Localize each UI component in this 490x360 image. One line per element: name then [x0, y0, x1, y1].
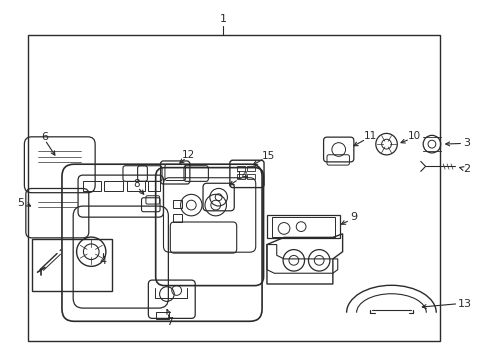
Bar: [272, 217, 335, 237]
Bar: [32, 239, 112, 291]
Bar: [156, 312, 170, 319]
Text: 10: 10: [408, 131, 421, 141]
Text: 6: 6: [41, 132, 49, 142]
Text: 12: 12: [182, 150, 196, 160]
Text: 9: 9: [350, 212, 357, 222]
Bar: [83, 181, 101, 192]
Bar: [173, 200, 182, 208]
Bar: [148, 181, 160, 192]
Text: 7: 7: [166, 317, 173, 327]
Bar: [237, 166, 245, 171]
Text: 2: 2: [464, 163, 471, 174]
Text: 11: 11: [364, 131, 377, 141]
Bar: [104, 181, 123, 192]
Text: 5: 5: [17, 198, 24, 208]
Bar: [173, 214, 182, 222]
Text: 4: 4: [100, 256, 107, 266]
Bar: [247, 174, 255, 179]
Text: 8: 8: [133, 179, 140, 189]
Text: 15: 15: [262, 150, 275, 161]
Text: 14: 14: [236, 171, 249, 181]
Text: 1: 1: [220, 14, 226, 24]
Bar: [237, 174, 245, 179]
Bar: [267, 215, 340, 238]
Bar: [127, 181, 146, 192]
Text: 3: 3: [464, 139, 470, 148]
Text: 13: 13: [458, 299, 472, 309]
Bar: [247, 166, 255, 171]
Bar: [28, 35, 440, 341]
